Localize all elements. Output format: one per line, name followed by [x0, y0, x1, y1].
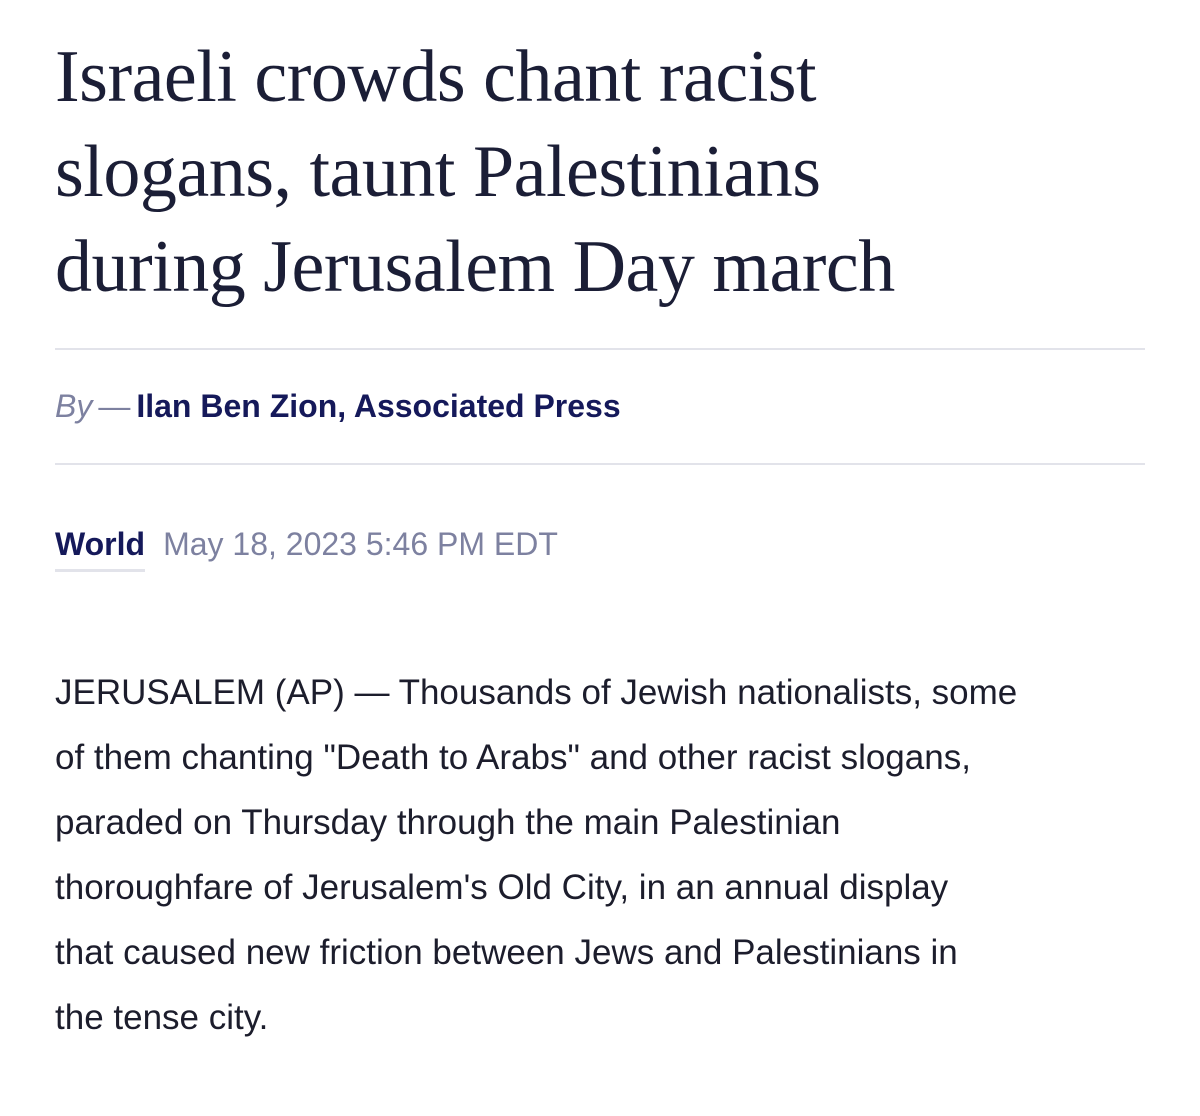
byline-prefix: By [55, 388, 93, 424]
section-link[interactable]: World [55, 526, 146, 572]
author[interactable]: Ilan Ben Zion, Associated Press [136, 388, 621, 424]
body-line: paraded on Thursday through the main Pal… [55, 803, 841, 842]
byline-dash: — [98, 388, 131, 424]
body-line: JERUSALEM (AP) — Thousands of Jewish nat… [55, 673, 1018, 712]
body: JERUSALEM (AP) — Thousands of Jewish nat… [55, 660, 1017, 1050]
meta: World May 18, 2023 5:46 PM EDT [55, 526, 558, 572]
body-line: the tense city. [55, 998, 269, 1037]
headline-line: during Jerusalem Day march [55, 226, 895, 308]
headline-line: slogans, taunt Palestinians [55, 131, 821, 213]
headline-line: Israeli crowds chant racist [55, 36, 817, 118]
divider [55, 463, 1145, 465]
byline: By — Ilan Ben Zion, Associated Press [55, 388, 621, 425]
body-line: that caused new friction between Jews an… [55, 933, 958, 972]
body-line: of them chanting "Death to Arabs" and ot… [55, 738, 971, 777]
headline: Israeli crowds chant racist slogans, taun… [55, 30, 895, 315]
body-line: thoroughfare of Jerusalem's Old City, in… [55, 868, 949, 907]
divider [55, 348, 1145, 350]
date: May 18, 2023 5:46 PM EDT [163, 526, 558, 562]
